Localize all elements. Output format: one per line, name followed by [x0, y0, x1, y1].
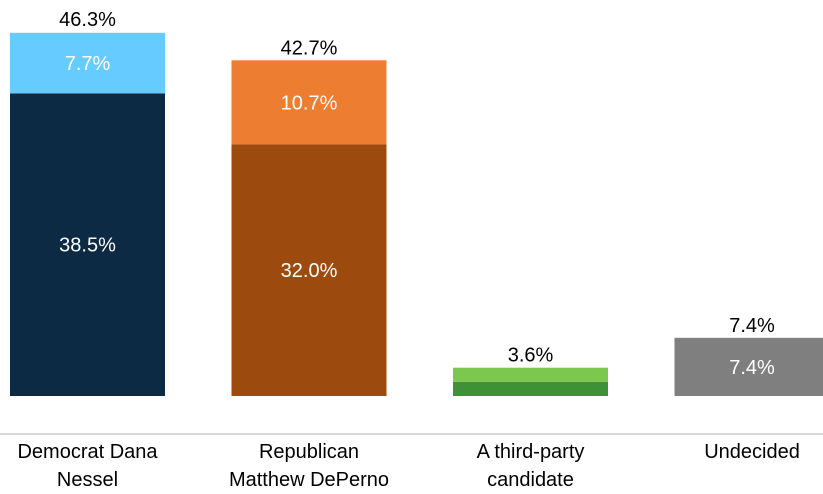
- bar-segment-0-1: [10, 32, 165, 94]
- bar-segment-1-1: [231, 60, 387, 145]
- bar-total-label: 42.7%: [281, 37, 338, 59]
- bar-segment-0-0: [10, 93, 165, 397]
- x-tick-label: Undecided: [704, 441, 800, 463]
- bar-segment-2-1: [453, 367, 608, 382]
- bar-total-label: 46.3%: [59, 9, 116, 31]
- x-tick-label: candidate: [487, 469, 574, 491]
- x-tick-label: Republican: [259, 441, 359, 463]
- bar-total-label: 3.6%: [508, 345, 554, 367]
- x-tick-label: Democrat Dana: [17, 441, 158, 463]
- bar-segment-1-0: [231, 144, 387, 396]
- segment-value-label: 38.5%: [59, 235, 116, 257]
- x-tick-label: Matthew DePerno: [229, 469, 389, 491]
- segment-value-label: 10.7%: [281, 92, 338, 114]
- bars-group: [10, 32, 823, 397]
- x-tick-labels: Democrat Dana Nessel Republican Matthew DeP…: [17, 441, 799, 491]
- segment-value-label: 7.4%: [729, 357, 775, 379]
- bar-segment-3-0: [674, 337, 823, 396]
- x-tick-label: A third-party: [477, 441, 585, 463]
- bar-total-label: 7.4%: [729, 315, 775, 337]
- segment-value-label: 7.7%: [65, 53, 111, 75]
- x-tick-label: Nessel: [57, 469, 118, 491]
- bar-segment-2-0: [453, 381, 608, 396]
- labels-group: 38.5% 7.7% 46.3% 32.0% 10.7% 42.7% 3.6% 7.4% 7.4…: [59, 9, 775, 379]
- segment-value-label: 32.0%: [281, 260, 338, 282]
